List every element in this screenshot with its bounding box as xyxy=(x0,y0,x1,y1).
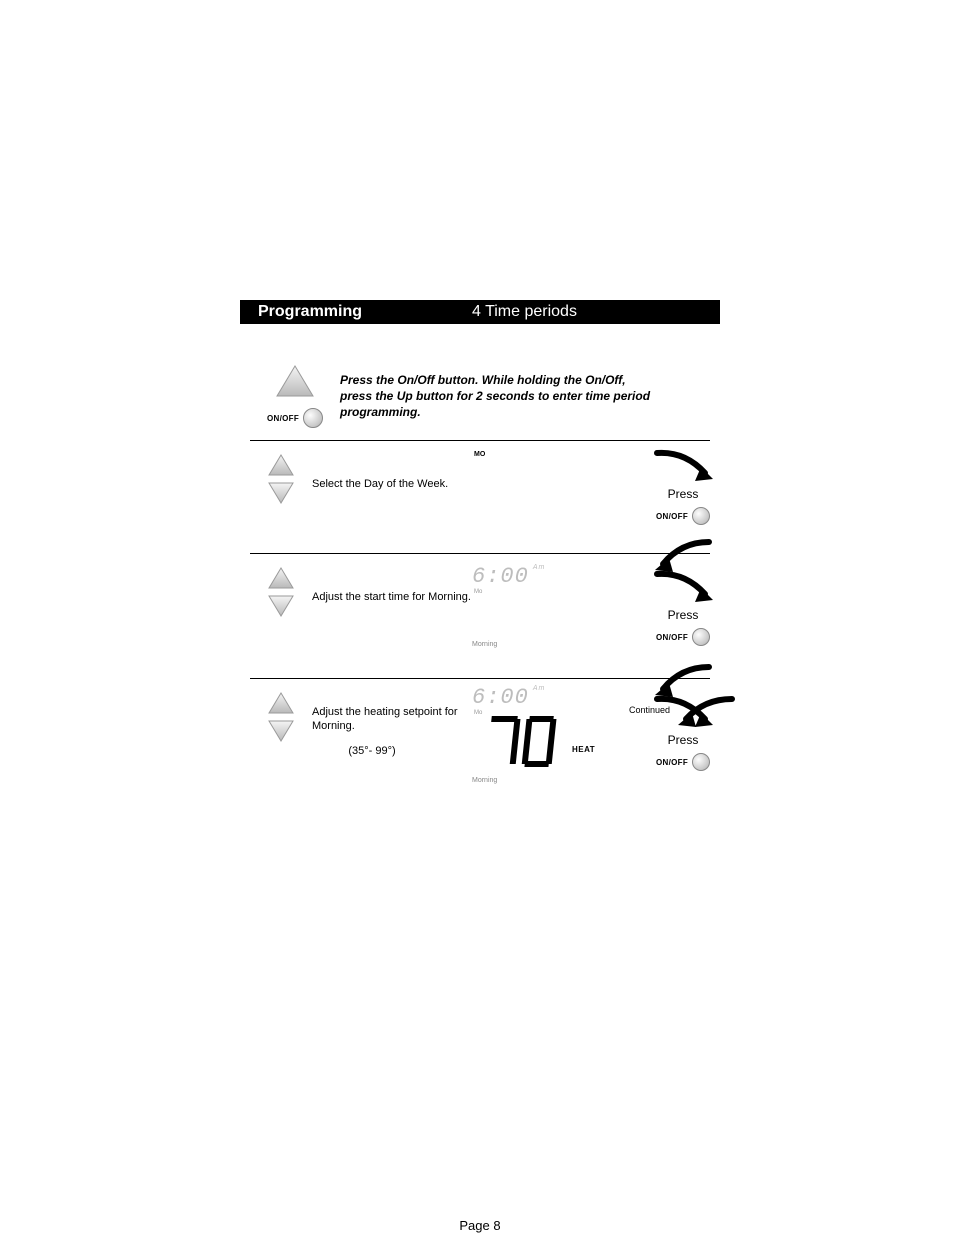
onoff-label: ON/OFF xyxy=(656,633,688,642)
press-label: Press xyxy=(668,608,699,622)
swoosh-continued-icon xyxy=(674,693,738,729)
step2-display: 6:00 Am Mo Morning xyxy=(472,560,592,648)
step2-text: Adjust the start time for Morning. xyxy=(312,560,472,604)
onoff-label: ON/OFF xyxy=(267,414,299,423)
onoff-label: ON/OFF xyxy=(656,758,688,767)
down-arrow-icon xyxy=(267,481,295,505)
step3-icons xyxy=(250,685,312,743)
header-title: Programming xyxy=(258,303,362,321)
lcd-day: Mo xyxy=(474,589,592,595)
up-arrow-icon xyxy=(267,691,295,715)
temp-seven-seg xyxy=(486,714,566,768)
day-bar: MO xyxy=(474,451,592,458)
down-arrow-icon xyxy=(267,594,295,618)
swoosh-down-icon xyxy=(651,568,715,608)
step1-icons xyxy=(250,447,312,505)
page-number: Page 8 xyxy=(240,1218,720,1233)
onoff-indicator: ON/OFF xyxy=(267,408,323,428)
time-value: 6:00 xyxy=(472,685,529,710)
step3-display: 6:00 Am Mo HEAT Morning xyxy=(472,685,592,784)
step1-display: MO xyxy=(472,447,592,458)
onoff-indicator: ON/OFF xyxy=(656,507,710,525)
up-arrow-icon xyxy=(267,566,295,590)
lcd-period: Morning xyxy=(472,641,592,648)
lcd-time: 6:00 Am xyxy=(472,564,592,589)
onoff-button-icon xyxy=(692,507,710,525)
onoff-indicator: ON/OFF xyxy=(656,753,710,771)
ampm: Am xyxy=(533,564,546,571)
step2-icons xyxy=(250,560,312,618)
onoff-indicator: ON/OFF xyxy=(656,628,710,646)
press-stack-1: Press ON/OFF xyxy=(638,447,728,525)
intro-text: Press the On/Off button. While holding t… xyxy=(340,372,660,421)
day-active: MO xyxy=(474,451,485,458)
continued-label: Continued xyxy=(629,705,670,715)
step-3: Adjust the heating setpoint for Morning.… xyxy=(250,679,710,821)
step1-text: Select the Day of the Week. xyxy=(312,447,472,491)
header-subtitle: 4 Time periods xyxy=(472,303,577,321)
intro-icons: ON/OFF xyxy=(260,364,330,428)
heat-label: HEAT xyxy=(572,745,595,754)
onoff-button-icon xyxy=(303,408,323,428)
press-label: Press xyxy=(668,733,699,747)
lcd-period: Morning xyxy=(472,777,592,784)
press-stack-2: Press ON/OFF xyxy=(638,534,728,646)
swoosh-down-icon xyxy=(651,447,715,487)
onoff-button-icon xyxy=(692,628,710,646)
section-header: Programming 4 Time periods xyxy=(240,300,720,324)
ampm: Am xyxy=(533,685,546,692)
step3-text: Adjust the heating setpoint for Morning. xyxy=(312,705,472,734)
down-arrow-icon xyxy=(267,719,295,743)
manual-page: Programming 4 Time periods ON/OFF Press … xyxy=(240,300,720,821)
onoff-label: ON/OFF xyxy=(656,512,688,521)
onoff-button-icon xyxy=(692,753,710,771)
lcd-time: 6:00 Am xyxy=(472,685,592,710)
step3-text-block: Adjust the heating setpoint for Morning.… xyxy=(312,685,472,758)
up-arrow-icon xyxy=(275,364,315,398)
up-arrow-icon xyxy=(267,453,295,477)
press-label: Press xyxy=(668,487,699,501)
step3-range: (35°- 99°) xyxy=(312,744,432,758)
intro-block: ON/OFF Press the On/Off button. While ho… xyxy=(250,324,710,441)
time-value: 6:00 xyxy=(472,564,529,589)
